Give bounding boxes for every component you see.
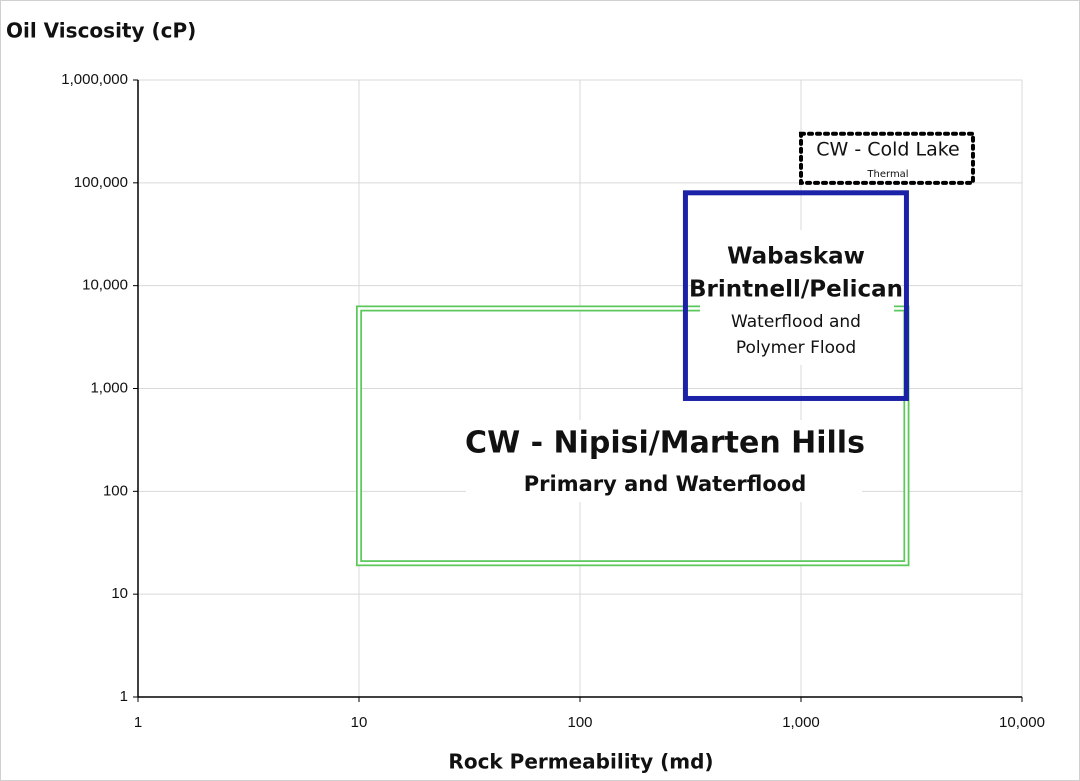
y-tick-label: 1 [120,688,128,705]
y-tick-label: 10,000 [82,277,128,294]
x-tick-label: 1 [134,714,142,731]
x-tick-label: 1,000 [782,714,820,731]
label-background [466,420,862,502]
region-box [799,131,975,185]
y-tick-label: 1,000,000 [61,71,128,88]
x-tick-label: 100 [567,714,592,731]
x-axis-title: Rock Permeability (md) [448,750,713,774]
y-tick-label: 100 [103,482,128,499]
y-tick-label: 10 [111,585,128,602]
x-tick-label: 10 [351,714,368,731]
region-label: Polymer Flood [736,338,856,358]
region-label: Primary and Waterflood [524,472,807,496]
region-box [682,190,909,401]
region-label: Waterflood and [731,312,861,332]
label-background [700,230,894,365]
region-label: Wabaskaw [727,244,865,270]
region-label: CW - Cold Lake [816,139,960,161]
y-axis-title: Oil Viscosity (cP) [6,19,196,43]
region-box-inner [357,307,908,565]
x-tick-label: 10,000 [999,714,1045,731]
region-label: CW - Nipisi/Marten Hills [465,426,865,461]
y-tick-label: 100,000 [74,174,128,191]
y-tick-label: 1,000 [90,379,128,396]
region-label: Thermal [866,169,908,180]
region-label: Brintnell/Pelican [689,277,903,303]
